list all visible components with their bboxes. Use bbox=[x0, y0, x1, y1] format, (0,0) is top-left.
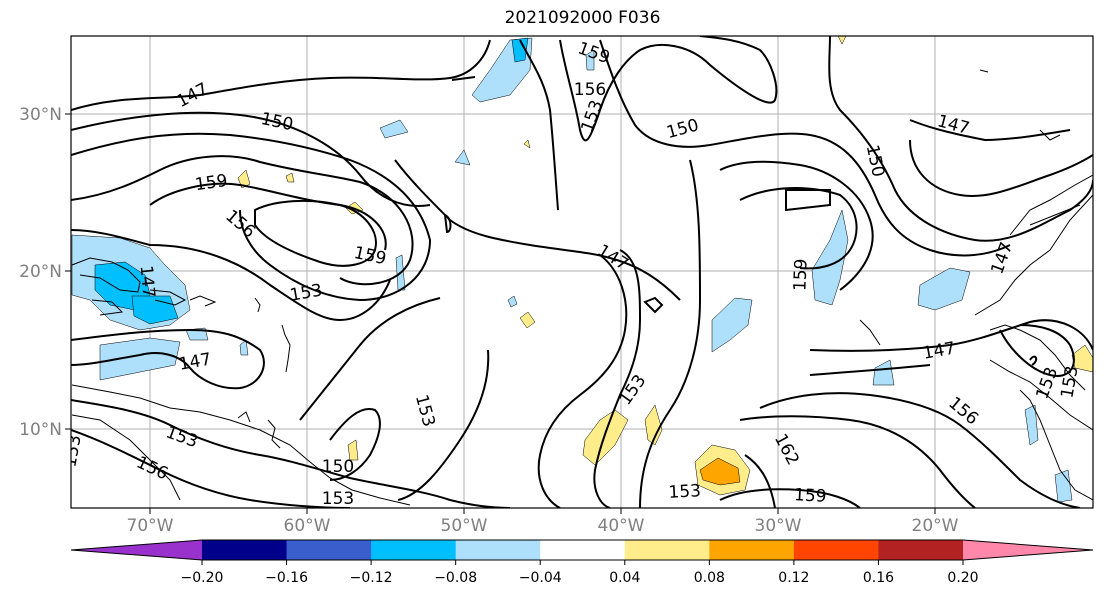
colorbar-segment bbox=[455, 540, 541, 560]
colorbar-segment bbox=[624, 540, 710, 560]
colorbar-segment bbox=[540, 540, 626, 560]
colorbar-extend-max bbox=[963, 540, 1093, 560]
map-title: 2021092000 F036 bbox=[504, 8, 661, 28]
map-area bbox=[71, 36, 1093, 508]
colorbar-segment bbox=[286, 540, 372, 560]
lon-label: 40°W bbox=[598, 516, 645, 536]
contour-label: 147 bbox=[136, 265, 159, 299]
lat-label: 20°N bbox=[19, 262, 62, 282]
contour-label: 159 bbox=[790, 258, 811, 291]
negative-shading bbox=[71, 37, 1073, 503]
coastlines bbox=[71, 69, 1093, 506]
contour-label: 153 bbox=[322, 489, 354, 509]
lat-label: 10°N bbox=[19, 420, 62, 440]
colorbar-tick-label: −0.04 bbox=[519, 570, 562, 586]
colorbar-tick-label: 0.12 bbox=[778, 570, 809, 586]
lon-label: 20°W bbox=[912, 516, 959, 536]
map-frame bbox=[70, 35, 1094, 509]
colorbar-tick-label: −0.16 bbox=[265, 570, 308, 586]
longitude-labels: 70°W 60°W 50°W 40°W 30°W 20°W bbox=[127, 516, 959, 536]
lon-label: 50°W bbox=[441, 516, 488, 536]
lon-label: 30°W bbox=[755, 516, 802, 536]
colorbar-tick-label: 0.16 bbox=[863, 570, 894, 586]
contour-label: 150 bbox=[322, 457, 354, 477]
contour-label: 156 bbox=[574, 80, 606, 100]
latitude-labels: 30°N 20°N 10°N bbox=[19, 105, 62, 440]
colorbar-segment bbox=[709, 540, 795, 560]
positive-shading bbox=[237, 36, 1093, 496]
colorbar-segment bbox=[878, 540, 964, 560]
lat-label: 30°N bbox=[19, 105, 62, 125]
colorbar: −0.20 −0.16 −0.12 −0.08 −0.04 0.04 0.08 0.12 0.1… bbox=[70, 539, 1094, 586]
height-contours bbox=[71, 36, 1093, 508]
axis-ticks bbox=[65, 113, 936, 514]
colorbar-segment bbox=[793, 540, 879, 560]
lon-label: 60°W bbox=[284, 516, 331, 536]
contour-label: 159 bbox=[794, 485, 827, 507]
lon-label: 70°W bbox=[127, 516, 174, 536]
colorbar-segment bbox=[202, 540, 288, 560]
contour-label: 153 bbox=[668, 481, 701, 503]
colorbar-tick-label: 0.20 bbox=[947, 570, 978, 586]
colorbar-tick-label: −0.08 bbox=[434, 570, 477, 586]
colorbar-tick-label: −0.20 bbox=[181, 570, 224, 586]
colorbar-tick-label: 0.04 bbox=[609, 570, 640, 586]
contour-label: 159 bbox=[194, 171, 229, 195]
colorbar-tick-label: 0.08 bbox=[694, 570, 725, 586]
colorbar-tick-label: −0.12 bbox=[350, 570, 393, 586]
colorbar-segment bbox=[371, 540, 457, 560]
colorbar-extend-min bbox=[71, 540, 202, 560]
